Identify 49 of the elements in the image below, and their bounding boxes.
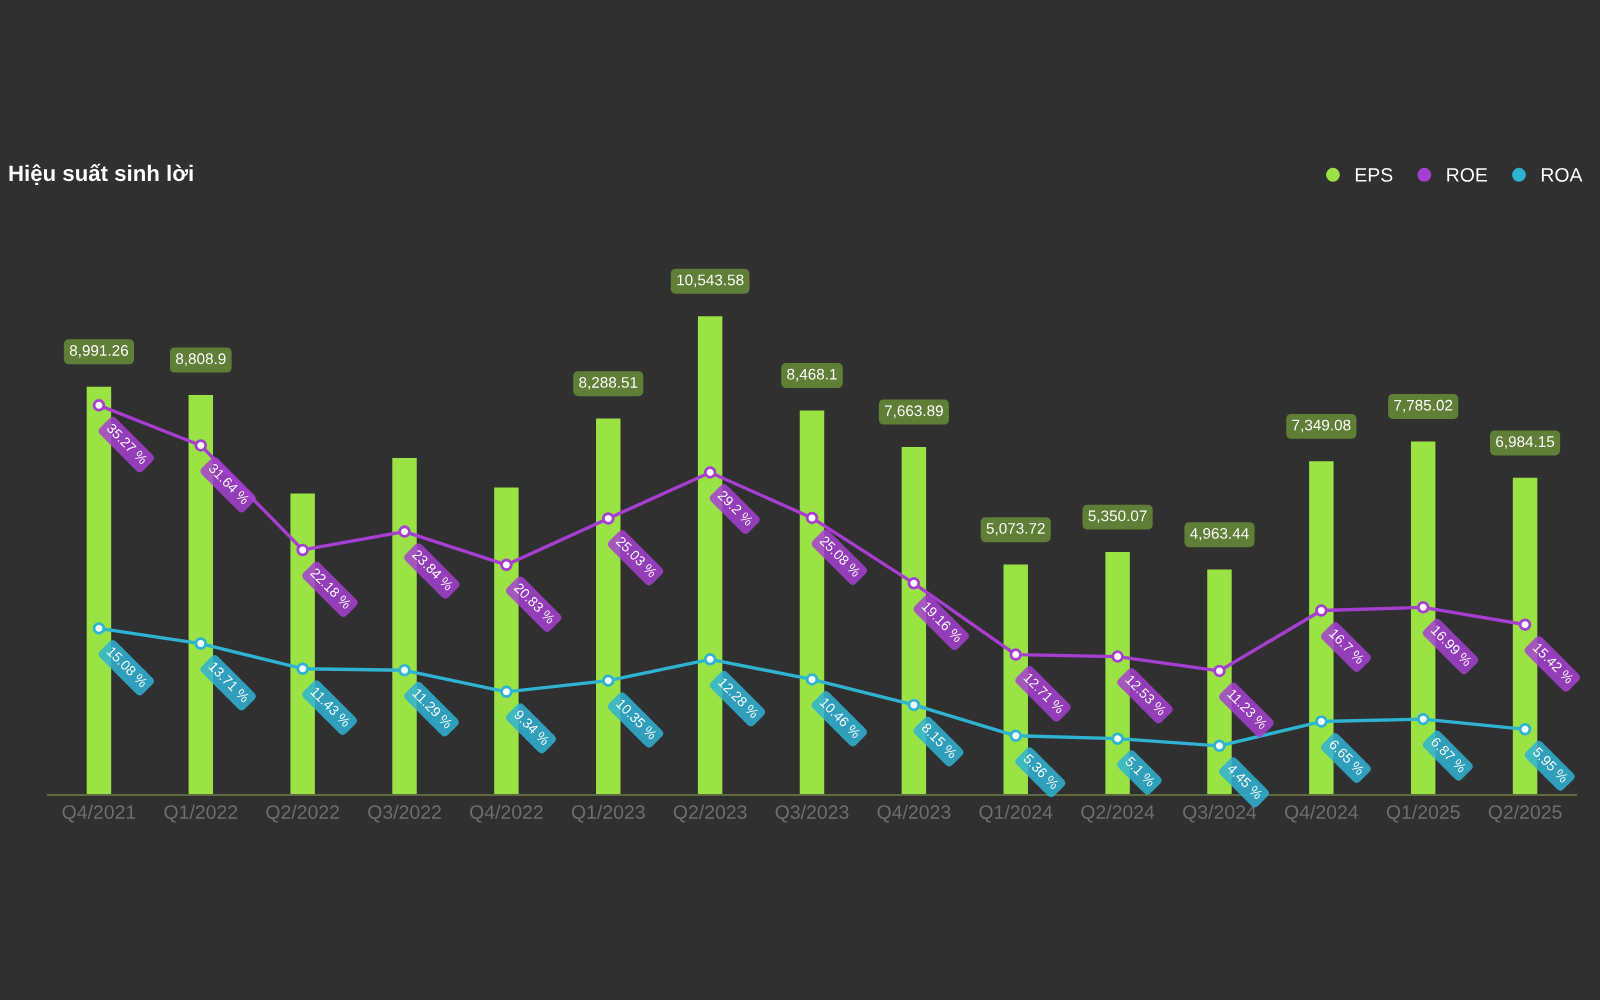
x-tick-label: Q3/2023 (775, 804, 849, 823)
point (1518, 723, 1532, 736)
point (92, 399, 106, 412)
point (500, 558, 513, 572)
point (1111, 732, 1124, 745)
point (92, 622, 106, 635)
point (194, 439, 208, 452)
x-tick-label: Q3/2022 (368, 804, 441, 823)
point (805, 511, 819, 525)
x-tick-label: Q4/2022 (470, 804, 543, 823)
point (296, 662, 309, 675)
x-tick-label: Q3/2024 (1183, 804, 1257, 823)
point (1009, 648, 1022, 661)
point (907, 577, 921, 590)
point (1416, 712, 1430, 726)
x-tick-label: Q2/2025 (1488, 804, 1562, 823)
x-tick-label: Q1/2023 (571, 804, 645, 823)
point (907, 698, 921, 712)
point (703, 653, 717, 666)
point (1111, 650, 1124, 663)
point (703, 466, 717, 479)
x-tick-label: Q4/2021 (62, 804, 136, 823)
x-tick-label: Q1/2025 (1386, 804, 1460, 823)
point (602, 674, 615, 687)
point (398, 664, 411, 677)
point (500, 685, 513, 699)
point (1213, 664, 1226, 678)
x-tick-label: Q1/2022 (164, 804, 238, 823)
legend-label: EPS (1355, 168, 1393, 182)
point (398, 525, 411, 538)
legend-label: ROE (1447, 168, 1488, 182)
point (1518, 618, 1532, 631)
point (1315, 604, 1328, 617)
point (602, 512, 615, 525)
point (1009, 729, 1022, 743)
chart-title: Hiệu suất sinh lời (9, 163, 193, 185)
point (194, 637, 208, 650)
x-tick-label: Q2/2023 (673, 804, 747, 823)
x-tick-label: Q2/2024 (1081, 804, 1155, 823)
x-tick-label: Q4/2023 (877, 804, 951, 823)
x-tick-label: Q2/2022 (266, 804, 339, 823)
point (1315, 715, 1328, 728)
point (1416, 601, 1430, 614)
legend-label: ROA (1541, 168, 1583, 182)
point (1213, 739, 1226, 753)
point (296, 543, 309, 557)
point (805, 673, 819, 686)
x-tick-label: Q1/2024 (979, 804, 1053, 823)
x-tick-label: Q4/2024 (1284, 804, 1359, 823)
